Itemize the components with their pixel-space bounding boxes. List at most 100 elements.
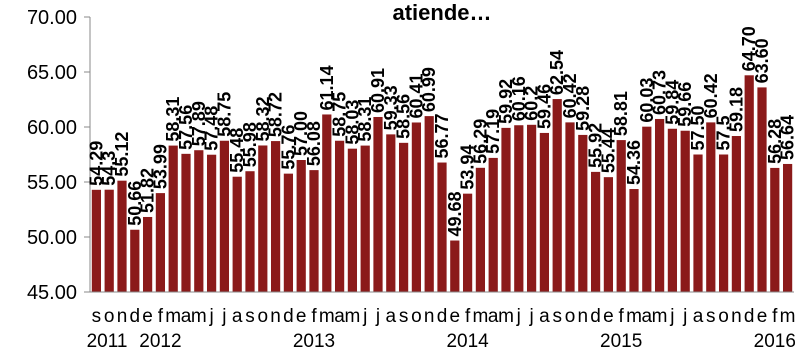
x-tick-label: s: [92, 306, 102, 327]
x-tick-label: e: [450, 306, 461, 327]
x-tick-label: j: [362, 306, 367, 327]
x-tick-label: o: [718, 306, 729, 327]
x-tick-label: o: [258, 306, 269, 327]
x-tick-label: e: [296, 306, 307, 327]
data-label: 55.92: [586, 123, 606, 168]
x-tick-label: j: [221, 306, 226, 327]
data-label: 60.41: [406, 73, 426, 118]
data-label: 60.91: [368, 68, 388, 113]
x-tick-label: j: [682, 306, 687, 327]
data-label: 49.68: [445, 191, 465, 236]
data-label: 60.73: [650, 70, 670, 115]
y-tick-label: 70.00: [27, 7, 77, 29]
bar: [514, 125, 524, 293]
x-tick-label: f: [619, 306, 625, 327]
bar: [142, 216, 153, 292]
x-tick-label: m: [319, 306, 335, 327]
data-label: 60.16: [509, 76, 529, 121]
data-label: 59.46: [534, 84, 554, 129]
bar: [296, 160, 306, 292]
data-label: 58.31: [355, 97, 375, 142]
x-tick-label: j: [669, 306, 674, 327]
x-tick-label: f: [311, 306, 317, 327]
data-label: 62.54: [547, 50, 567, 95]
x-tick-label: f: [158, 306, 164, 327]
x-tick-label: e: [142, 306, 153, 327]
data-label: 53.99: [150, 144, 170, 189]
bar: [526, 124, 537, 292]
x-tick-label: a: [693, 306, 704, 327]
x-tick-label: m: [780, 306, 795, 327]
x-tick-label: n: [117, 306, 128, 327]
data-label: 54.29: [86, 141, 106, 186]
bar: [168, 145, 178, 292]
data-label: 63.60: [752, 38, 772, 83]
data-label: 56.08: [304, 121, 324, 166]
x-tick-label: m: [191, 306, 207, 327]
x-tick-label: d: [744, 306, 755, 327]
bar: [450, 240, 460, 292]
data-label: 55.98: [240, 122, 260, 167]
y-tick-label: 50.00: [27, 227, 77, 249]
data-label: 57.89: [189, 101, 209, 146]
bar: [782, 163, 793, 292]
data-labels: 54.2954.355.1250.6651.8253.9958.3157.565…: [86, 26, 795, 236]
bar: [629, 189, 639, 292]
bar: [219, 140, 230, 292]
x-tick-label: j: [375, 306, 380, 327]
data-label: 54.36: [624, 140, 644, 185]
data-label: 56.64: [778, 115, 795, 160]
bar: [398, 142, 409, 292]
bar: [462, 193, 473, 292]
data-label: 58.03: [342, 100, 362, 145]
year-label: 2013: [293, 331, 335, 352]
bar: [270, 141, 281, 292]
data-label: 58.75: [330, 92, 350, 137]
bar: [501, 127, 511, 292]
data-label: 55.48: [227, 128, 247, 173]
x-tick-label: a: [386, 306, 397, 327]
data-label: 55.12: [112, 132, 132, 177]
x-tick-label: j: [528, 306, 533, 327]
data-label: 58.72: [266, 92, 286, 137]
bar: [206, 154, 217, 292]
data-label: 59.92: [496, 79, 516, 124]
x-tick-label: m: [472, 306, 488, 327]
bar: [590, 171, 601, 292]
bars: [91, 75, 793, 293]
bar: [488, 157, 498, 292]
bar: [322, 114, 332, 293]
x-tick-label: n: [578, 306, 589, 327]
data-label: 60.99: [419, 67, 439, 112]
data-label: 56.29: [470, 119, 490, 164]
bar: [693, 154, 703, 292]
data-label: 59.18: [726, 87, 746, 132]
bar: [155, 193, 166, 292]
bar: [437, 162, 447, 292]
x-tick-label: m: [498, 306, 514, 327]
x-tick-label: a: [488, 306, 499, 327]
bar: [706, 122, 716, 292]
x-tick-label: d: [283, 306, 294, 327]
bar: [194, 150, 204, 292]
bar: [731, 136, 742, 292]
bar: [283, 173, 294, 292]
bar: [245, 171, 255, 292]
bar: [130, 229, 140, 292]
x-tick-label: o: [104, 306, 115, 327]
bar: [539, 132, 550, 292]
bar: [616, 140, 626, 292]
y-tick-label: 45.00: [27, 282, 77, 304]
chart-title: atiende…: [392, 0, 491, 25]
bar: [552, 99, 562, 292]
bar: [770, 167, 780, 292]
data-label: 59.84: [662, 80, 682, 125]
data-label: 55.76: [278, 125, 298, 170]
year-label: 2011: [87, 331, 128, 352]
data-label: 54.3: [99, 151, 119, 186]
x-tick-label: n: [731, 306, 742, 327]
data-label: 58.81: [611, 91, 631, 136]
x-tick-label: s: [245, 306, 255, 327]
y-tick-label: 55.00: [27, 172, 77, 194]
